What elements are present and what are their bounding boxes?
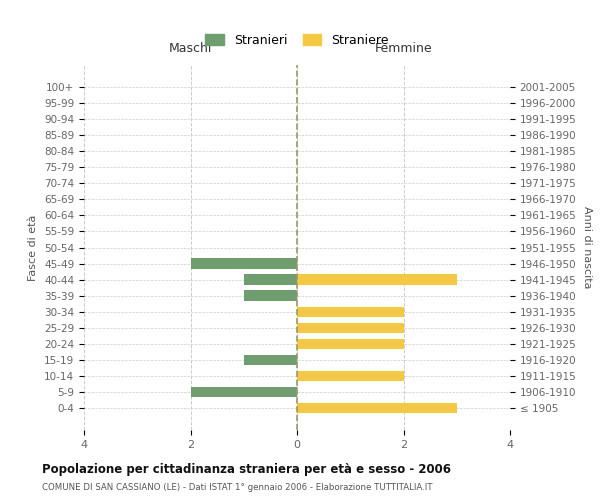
Text: COMUNE DI SAN CASSIANO (LE) - Dati ISTAT 1° gennaio 2006 - Elaborazione TUTTITAL: COMUNE DI SAN CASSIANO (LE) - Dati ISTAT…: [42, 482, 433, 492]
Bar: [297, 338, 404, 349]
Y-axis label: Anni di nascita: Anni di nascita: [582, 206, 592, 289]
Bar: [297, 306, 404, 317]
Bar: [297, 371, 404, 382]
Text: Maschi: Maschi: [169, 42, 212, 56]
Text: Femmine: Femmine: [374, 42, 433, 56]
Bar: [244, 290, 297, 301]
Bar: [297, 274, 457, 285]
Bar: [191, 387, 297, 398]
Y-axis label: Fasce di età: Fasce di età: [28, 214, 38, 280]
Bar: [191, 258, 297, 269]
Bar: [297, 322, 404, 333]
Bar: [244, 355, 297, 365]
Bar: [297, 403, 457, 413]
Text: Popolazione per cittadinanza straniera per età e sesso - 2006: Popolazione per cittadinanza straniera p…: [42, 462, 451, 475]
Bar: [244, 274, 297, 285]
Legend: Stranieri, Straniere: Stranieri, Straniere: [199, 28, 395, 53]
